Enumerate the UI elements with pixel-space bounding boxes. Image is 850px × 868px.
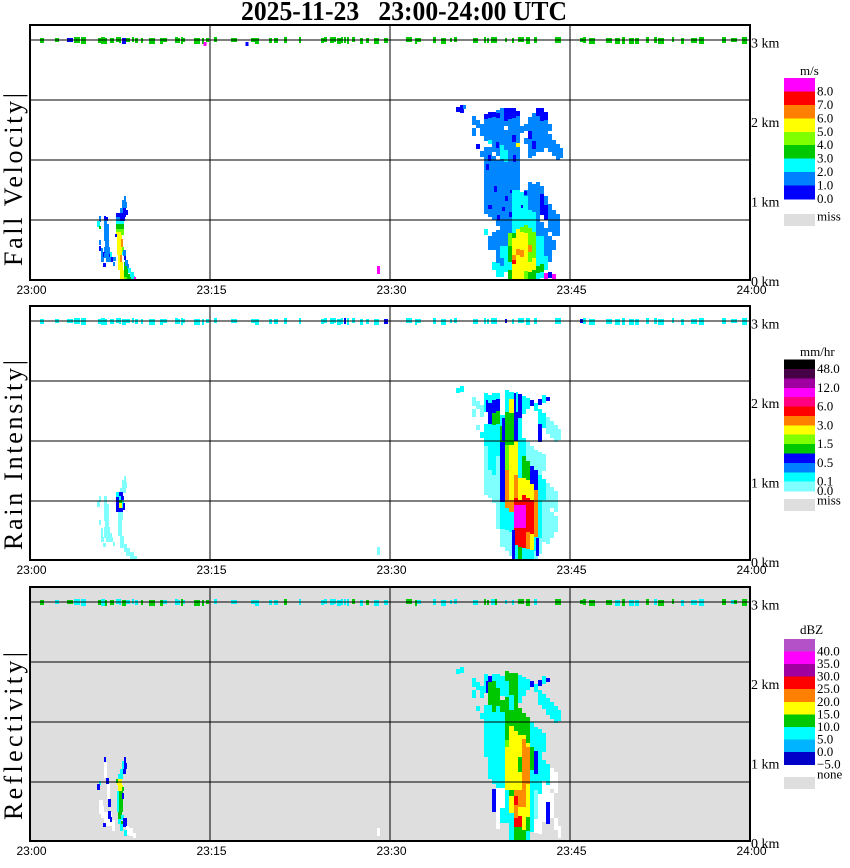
svg-text:0.5: 0.5 <box>817 455 833 470</box>
svg-text:40.0: 40.0 <box>817 644 840 659</box>
svg-text:7.0: 7.0 <box>817 97 833 112</box>
svg-text:23:30: 23:30 <box>376 563 406 577</box>
svg-text:3 km: 3 km <box>751 317 780 332</box>
svg-text:6.0: 6.0 <box>817 399 833 414</box>
svg-text:23:15: 23:15 <box>196 283 226 297</box>
svg-text:6.0: 6.0 <box>817 110 833 125</box>
svg-text:20.0: 20.0 <box>817 694 840 709</box>
svg-text:0.0: 0.0 <box>817 744 833 759</box>
svg-text:4.0: 4.0 <box>817 137 833 152</box>
svg-text:1.5: 1.5 <box>817 436 833 451</box>
svg-text:25.0: 25.0 <box>817 681 840 696</box>
svg-text:24:00: 24:00 <box>736 283 766 297</box>
svg-text:23:15: 23:15 <box>196 563 226 577</box>
svg-text:8.0: 8.0 <box>817 84 833 99</box>
svg-text:0 km: 0 km <box>751 837 780 852</box>
svg-text:24:00: 24:00 <box>736 563 766 577</box>
svg-text:mm/hr: mm/hr <box>800 344 835 359</box>
svg-text:dBZ: dBZ <box>800 622 823 637</box>
svg-text:24:00: 24:00 <box>736 844 766 858</box>
svg-text:3.0: 3.0 <box>817 417 833 432</box>
svg-text:23:30: 23:30 <box>376 844 406 858</box>
svg-text:23:45: 23:45 <box>556 283 586 297</box>
svg-text:Fall Velocity|: Fall Velocity| <box>0 93 28 266</box>
svg-text:0.0: 0.0 <box>817 191 833 206</box>
svg-text:Rain Intensity|: Rain Intensity| <box>0 360 28 550</box>
svg-text:23:00: 23:00 <box>16 563 46 577</box>
svg-text:0 km: 0 km <box>751 556 780 571</box>
svg-text:10.0: 10.0 <box>817 719 840 734</box>
svg-text:0.0: 0.0 <box>817 483 833 498</box>
svg-text:23:45: 23:45 <box>556 563 586 577</box>
svg-text:0 km: 0 km <box>751 275 780 290</box>
svg-text:5.0: 5.0 <box>817 731 833 746</box>
svg-text:miss: miss <box>817 493 841 508</box>
svg-text:12.0: 12.0 <box>817 380 840 395</box>
svg-text:1 km: 1 km <box>751 757 780 772</box>
svg-text:15.0: 15.0 <box>817 706 840 721</box>
svg-text:m/s: m/s <box>800 63 819 78</box>
svg-text:none: none <box>817 767 843 782</box>
svg-text:2 km: 2 km <box>751 397 780 412</box>
svg-text:2 km: 2 km <box>751 116 780 131</box>
svg-text:23:00: 23:00 <box>16 844 46 858</box>
svg-text:2 km: 2 km <box>751 678 780 693</box>
svg-text:30.0: 30.0 <box>817 669 840 684</box>
svg-text:23:00: 23:00 <box>16 283 46 297</box>
svg-text:1 km: 1 km <box>751 195 780 210</box>
svg-text:3 km: 3 km <box>751 598 780 613</box>
svg-text:1 km: 1 km <box>751 476 780 491</box>
svg-text:48.0: 48.0 <box>817 361 840 376</box>
svg-text:5.0: 5.0 <box>817 124 833 139</box>
svg-text:2.0: 2.0 <box>817 164 833 179</box>
svg-text:23:30: 23:30 <box>376 283 406 297</box>
svg-text:2025-11-23 23:00-24:00 UTC: 2025-11-23 23:00-24:00 UTC <box>241 0 567 26</box>
svg-text:Reflectivity|: Reflectivity| <box>0 652 28 820</box>
svg-text:−5.0: −5.0 <box>817 757 841 772</box>
svg-text:35.0: 35.0 <box>817 656 840 671</box>
svg-text:3.0: 3.0 <box>817 151 833 166</box>
svg-text:23:45: 23:45 <box>556 844 586 858</box>
svg-text:3 km: 3 km <box>751 36 780 51</box>
svg-text:miss: miss <box>817 209 841 224</box>
svg-text:23:15: 23:15 <box>196 844 226 858</box>
svg-text:1.0: 1.0 <box>817 178 833 193</box>
svg-text:0.1: 0.1 <box>817 474 833 489</box>
